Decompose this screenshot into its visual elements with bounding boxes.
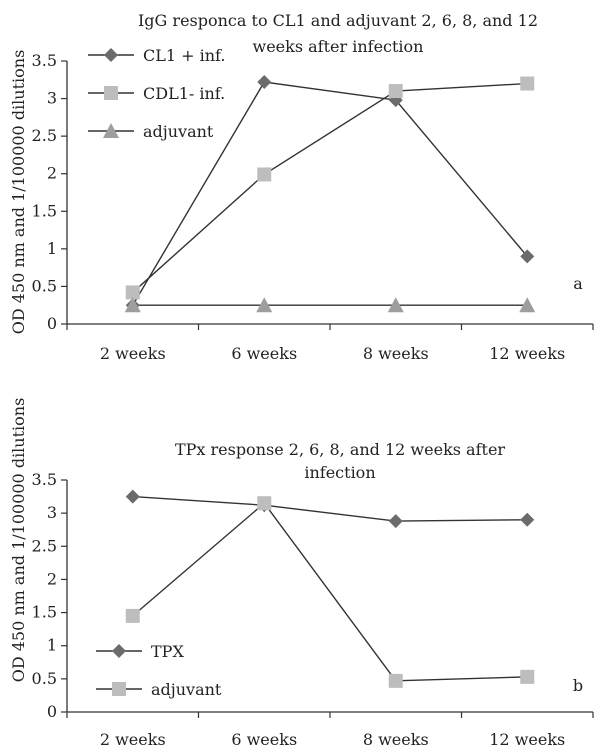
data-point xyxy=(388,673,403,688)
x-tick-label: 8 weeks xyxy=(363,730,429,748)
y-tick-label: 1.5 xyxy=(32,201,57,220)
legend-marker xyxy=(112,682,126,696)
x-tick-label: 2 weeks xyxy=(100,730,166,748)
y-tick-label: 2.5 xyxy=(32,536,57,555)
legend-marker xyxy=(104,48,118,62)
series-line xyxy=(132,81,528,306)
y-tick-label: 3.5 xyxy=(32,51,57,70)
panel-label: b xyxy=(573,676,583,695)
y-tick-label: 0 xyxy=(47,702,57,721)
chart-title-line: IgG responca to CL1 and adjuvant 2, 6, 8… xyxy=(138,11,538,30)
panel-label: a xyxy=(573,274,583,293)
data-point xyxy=(125,608,140,623)
y-tick-label: 2 xyxy=(47,569,57,588)
x-tick-label: 6 weeks xyxy=(231,344,297,363)
series-line xyxy=(132,502,528,682)
data-point xyxy=(388,514,403,529)
y-tick-label: 2.5 xyxy=(32,126,57,145)
data-point xyxy=(520,249,535,264)
y-tick-label: 1 xyxy=(47,636,57,655)
data-point xyxy=(388,84,403,99)
legend-label: TPX xyxy=(151,642,184,661)
data-point xyxy=(125,285,140,300)
data-point xyxy=(124,297,141,313)
legend-marker xyxy=(112,644,126,658)
chart-title-line: weeks after infection xyxy=(253,37,424,56)
y-tick-label: 1.5 xyxy=(32,603,57,622)
y-tick-label: 1 xyxy=(47,239,57,258)
data-point xyxy=(519,297,536,313)
data-point xyxy=(256,297,273,313)
legend-marker xyxy=(103,123,119,138)
data-point xyxy=(387,297,404,313)
y-tick-label: 3 xyxy=(47,89,57,108)
y-axis-label: OD 450 nm and 1/100000 dilutions xyxy=(9,50,28,335)
chart-a: IgG responca to CL1 and adjuvant 2, 6, 8… xyxy=(9,11,594,363)
y-tick-label: 0.5 xyxy=(32,669,57,688)
x-tick-label: 12 weeks xyxy=(489,344,565,363)
y-tick-label: 2 xyxy=(47,164,57,183)
x-tick-label: 2 weeks xyxy=(100,344,166,363)
data-point xyxy=(520,512,535,527)
data-point xyxy=(520,76,535,91)
chart-title-line: TPx response 2, 6, 8, and 12 weeks after xyxy=(175,440,505,459)
y-tick-label: 3.5 xyxy=(32,470,57,489)
x-tick-label: 6 weeks xyxy=(231,730,297,748)
data-point xyxy=(125,489,140,504)
y-tick-label: 3 xyxy=(47,503,57,522)
chart-b: TPx response 2, 6, 8, and 12 weeks after… xyxy=(9,398,594,748)
data-point xyxy=(257,75,272,90)
x-tick-label: 12 weeks xyxy=(489,730,565,748)
series-line xyxy=(132,495,528,522)
legend-label: adjuvant xyxy=(151,680,222,699)
legend-label: adjuvant xyxy=(143,122,214,141)
chart-title-line: infection xyxy=(304,463,375,482)
legend-label: CDL1- inf. xyxy=(143,84,225,103)
legend-label: CL1 + inf. xyxy=(143,46,225,65)
data-point xyxy=(257,496,272,511)
y-tick-label: 0.5 xyxy=(32,276,57,295)
x-tick-label: 8 weeks xyxy=(363,344,429,363)
y-tick-label: 0 xyxy=(47,314,57,333)
data-point xyxy=(257,167,272,182)
series-line xyxy=(132,82,528,293)
y-axis-label: OD 450 nm and 1/100000 dilutions xyxy=(9,398,28,683)
data-point xyxy=(520,669,535,684)
legend-marker xyxy=(104,86,118,100)
